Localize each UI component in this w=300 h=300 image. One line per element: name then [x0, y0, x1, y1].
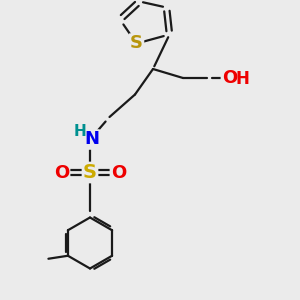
Text: O: O [111, 164, 126, 181]
Text: N: N [84, 130, 99, 148]
Text: S: S [130, 34, 143, 52]
Text: O: O [54, 164, 69, 181]
Text: S: S [83, 163, 97, 182]
Text: H: H [74, 124, 87, 139]
Text: O: O [222, 69, 237, 87]
Text: H: H [236, 70, 249, 88]
